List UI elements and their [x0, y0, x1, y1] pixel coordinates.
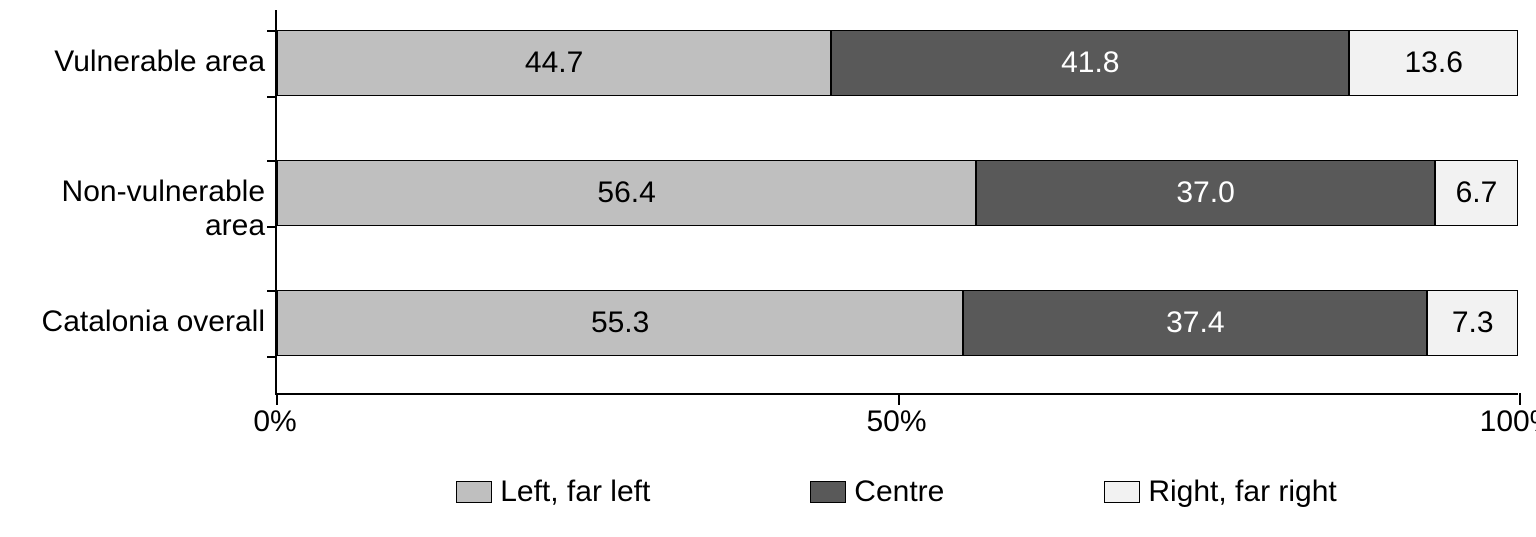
- legend-label: Centre: [854, 475, 944, 509]
- chart-legend: Left, far left Centre Right, far right: [275, 475, 1518, 509]
- bar-segment: 55.3: [277, 290, 963, 356]
- bar-segment: 44.7: [277, 30, 831, 96]
- bar-segment: 6.7: [1435, 160, 1518, 226]
- legend-swatch: [456, 481, 492, 503]
- bar-segment: 37.0: [976, 160, 1435, 226]
- legend-swatch: [810, 481, 846, 503]
- bar-segment: 41.8: [831, 30, 1349, 96]
- legend-item: Centre: [810, 475, 944, 509]
- category-label: Non-vulnerable area: [5, 175, 265, 243]
- x-tick: [276, 393, 278, 405]
- legend-item: Right, far right: [1104, 475, 1336, 509]
- x-tick: [1519, 393, 1521, 405]
- y-tick: [267, 30, 277, 32]
- category-label: Vulnerable area: [5, 45, 265, 79]
- bar-segment: 37.4: [963, 290, 1427, 356]
- bar-row: 56.437.06.7: [277, 160, 1518, 226]
- y-tick: [267, 356, 277, 358]
- legend-swatch: [1104, 481, 1140, 503]
- bar-segment: 7.3: [1427, 290, 1518, 356]
- bar-row: 55.337.47.3: [277, 290, 1518, 356]
- category-label: Catalonia overall: [5, 305, 265, 339]
- bar-segment: 56.4: [277, 160, 976, 226]
- y-tick: [267, 290, 277, 292]
- bar-segment: 13.6: [1349, 30, 1518, 96]
- legend-item: Left, far left: [456, 475, 650, 509]
- x-tick-label: 0%: [253, 405, 296, 439]
- x-tick: [898, 393, 900, 405]
- legend-label: Right, far right: [1148, 475, 1336, 509]
- x-tick-label: 100%: [1480, 405, 1536, 439]
- y-tick: [267, 226, 277, 228]
- legend-label: Left, far left: [500, 475, 650, 509]
- y-tick: [267, 160, 277, 162]
- bar-row: 44.741.813.6: [277, 30, 1518, 96]
- stacked-bar-chart: 44.741.813.6 56.437.06.7 55.337.47.3 Left,…: [0, 0, 1536, 537]
- plot-area: 44.741.813.6 56.437.06.7 55.337.47.3: [275, 10, 1518, 395]
- x-tick-label: 50%: [866, 405, 926, 439]
- y-tick: [267, 96, 277, 98]
